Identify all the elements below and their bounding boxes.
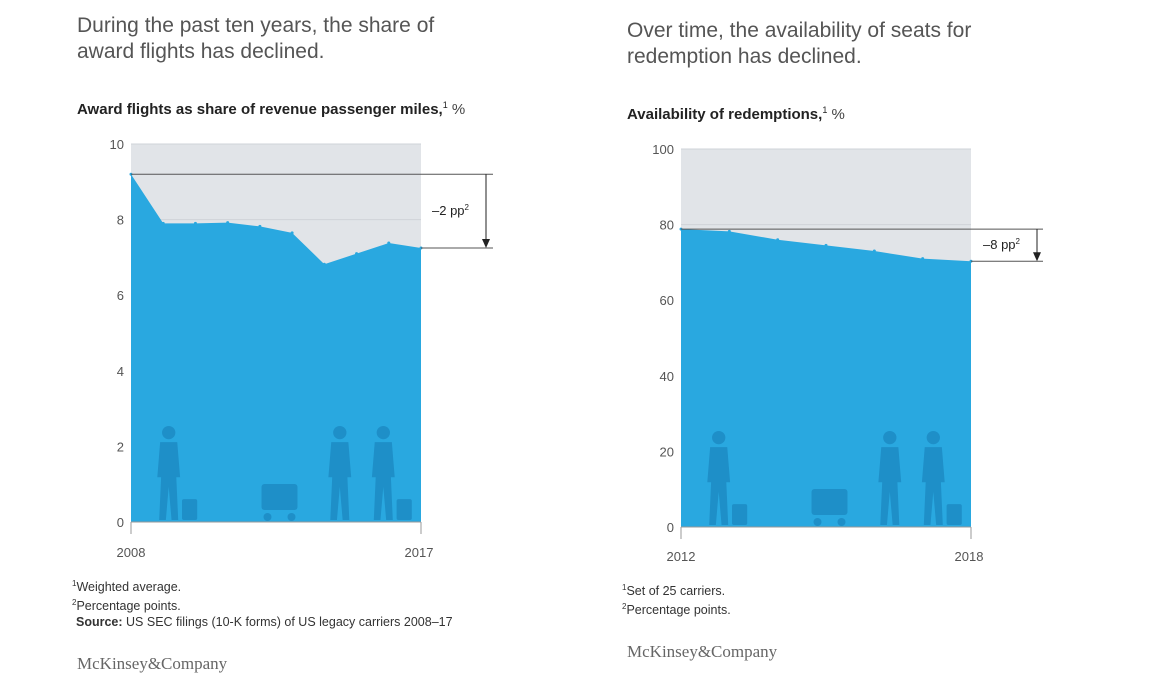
y-tick-label: 20 — [660, 444, 674, 459]
y-tick-label: 60 — [660, 293, 674, 308]
right-subtitle-sup: 1 — [822, 105, 828, 115]
cart-wheel — [263, 513, 272, 521]
left-logo: McKinsey&Company — [77, 654, 228, 673]
traveler-silhouette-3-bag — [396, 499, 412, 520]
right-footnote-1: 1Set of 25 carriers. — [622, 580, 731, 599]
footnote-mark: 1 — [622, 583, 627, 592]
change-annotation: –8 pp2 — [983, 237, 1021, 252]
area-series — [131, 174, 421, 523]
x-tick-label: 2017 — [405, 545, 434, 560]
data-point — [921, 257, 925, 261]
change-annotation-sup: 2 — [1016, 237, 1021, 246]
x-tick-label: 2012 — [667, 549, 696, 564]
left-footnote-2: 2Percentage points. — [72, 595, 453, 614]
traveler-silhouette-3-head — [926, 430, 940, 445]
data-point — [387, 241, 391, 245]
traveler-silhouette-2-head — [883, 430, 897, 445]
footnote-text: Weighted average. — [76, 580, 182, 595]
cart-wheel — [813, 518, 822, 526]
change-arrow-head — [1033, 252, 1041, 262]
left-chart: –2 pp2 0 2 4 6 8 10 2008 2017 — [110, 137, 493, 560]
data-point — [161, 221, 165, 225]
right-subtitle-unit: % — [831, 106, 845, 123]
left-headline: During the past ten years, the share of … — [77, 14, 435, 63]
right-footnote-2: 2Percentage points. — [622, 599, 731, 618]
traveler-silhouette-2-body — [328, 442, 352, 520]
data-point — [290, 231, 294, 235]
x-tick-label: 2018 — [955, 549, 984, 564]
data-point — [355, 252, 359, 256]
traveler-silhouette-1 — [707, 430, 748, 525]
right-subtitle: Availability of redemptions,1 % — [627, 105, 845, 123]
y-tick-label: 8 — [117, 213, 124, 228]
left-subtitle-sup: 1 — [442, 100, 448, 110]
change-annotation: –2 pp2 — [432, 203, 470, 218]
data-point — [776, 238, 780, 242]
traveler-silhouette-3-body — [921, 447, 945, 525]
traveler-silhouette-2-head — [333, 425, 347, 440]
traveler-silhouette-3 — [371, 425, 412, 520]
y-tick-label: 10 — [110, 137, 124, 152]
right-logo: McKinsey&Company — [627, 642, 778, 661]
left-subtitle: Award flights as share of revenue passen… — [77, 100, 465, 118]
y-tick-label: 6 — [117, 288, 124, 303]
data-point — [226, 221, 230, 225]
y-tick-label: 2 — [117, 439, 124, 454]
y-tick-label: 4 — [117, 364, 124, 379]
cart-wheel — [837, 518, 846, 526]
left-footnotes: 1Weighted average. 2Percentage points. S… — [72, 576, 453, 630]
y-tick-label: 100 — [652, 142, 674, 157]
x-tick-label: 2008 — [117, 545, 146, 560]
data-point — [322, 262, 326, 266]
cart-wheel — [287, 513, 296, 521]
right-chart: –8 pp2 0 20 40 60 80 100 2012 2018 — [652, 142, 1043, 564]
footnote-mark: 2 — [72, 598, 77, 608]
traveler-silhouette-3-head — [376, 425, 390, 440]
y-tick-label: 80 — [660, 218, 674, 233]
data-point — [727, 229, 731, 233]
y-tick-label: 0 — [667, 520, 674, 535]
traveler-silhouette-1-head — [712, 430, 726, 445]
traveler-silhouette-3-body — [371, 442, 395, 520]
data-point — [193, 221, 197, 225]
footnote-text: Percentage points. — [76, 599, 181, 614]
change-arrow-head — [482, 238, 490, 248]
traveler-silhouette-1-bag — [732, 504, 748, 525]
left-footnote-1: 1Weighted average. — [72, 576, 453, 595]
data-point — [258, 224, 262, 228]
luggage-cart-silhouette — [261, 484, 298, 510]
footnote-text: Percentage points. — [626, 603, 731, 618]
data-point — [872, 249, 876, 253]
y-tick-label: 40 — [660, 369, 674, 384]
traveler-silhouette-3-bag — [946, 504, 962, 525]
right-footnotes: 1Set of 25 carriers. 2Percentage points. — [622, 580, 731, 618]
right-headline: Over time, the availability of seats for… — [627, 19, 972, 68]
source-label: Source: — [76, 615, 123, 630]
left-subtitle-unit: % — [451, 101, 466, 118]
luggage-cart-silhouette — [811, 489, 848, 515]
y-tick-label: 0 — [117, 515, 124, 530]
left-subtitle-text: Award flights as share of revenue passen… — [77, 101, 443, 118]
traveler-silhouette-2 — [878, 430, 902, 525]
traveler-silhouette-1-bag — [182, 499, 198, 520]
traveler-silhouette-1-body — [707, 447, 731, 525]
footnote-mark: 1 — [72, 579, 77, 588]
traveler-silhouette-2-body — [878, 447, 902, 525]
traveler-silhouette-2 — [328, 425, 352, 520]
traveler-silhouette-1 — [157, 425, 198, 520]
traveler-silhouette-1-head — [162, 425, 176, 440]
traveler-silhouette-3 — [921, 430, 962, 525]
traveler-silhouette-1-body — [157, 442, 181, 520]
footnote-text: Set of 25 carriers. — [626, 584, 726, 599]
change-annotation-sup: 2 — [465, 203, 470, 212]
left-source: Source: US SEC filings (10-K forms) of U… — [76, 614, 453, 630]
right-subtitle-text: Availability of redemptions, — [627, 106, 823, 123]
source-text: US SEC filings (10-K forms) of US legacy… — [126, 615, 453, 630]
data-point — [824, 243, 828, 247]
footnote-mark: 2 — [622, 602, 627, 612]
